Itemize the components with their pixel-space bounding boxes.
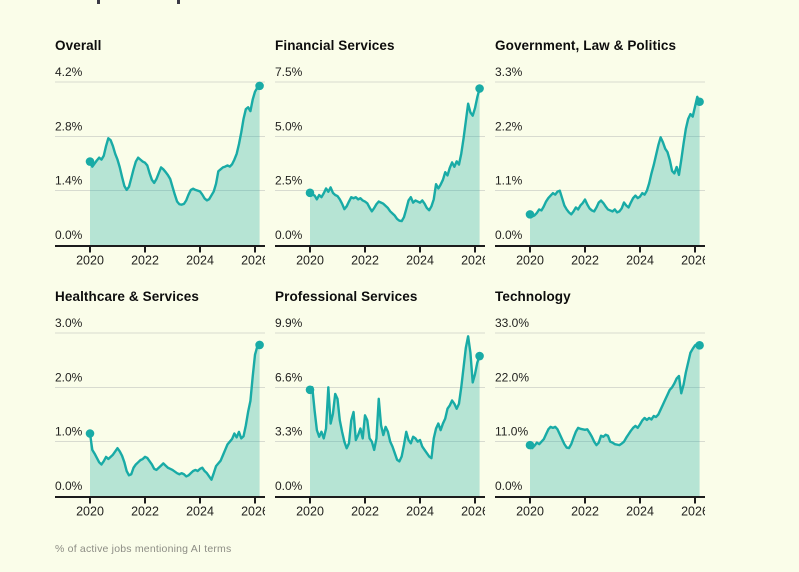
- svg-text:0.0%: 0.0%: [55, 479, 83, 493]
- svg-text:2024: 2024: [626, 505, 654, 519]
- area-chart-technology: 33.0% 22.0% 11.0% 0.0% 2020 2022 2024 2026: [495, 316, 705, 519]
- svg-text:2022: 2022: [131, 254, 159, 268]
- svg-text:2022: 2022: [131, 505, 159, 519]
- chart-panel-healthcare-services: Healthcare & Services 3.0% 2.0% 1.0% 0.0% 20…: [55, 289, 265, 519]
- svg-text:6.6%: 6.6%: [275, 370, 303, 384]
- chart-title-technology: Technology: [495, 289, 571, 304]
- chart-panel-technology: Technology 33.0% 22.0% 11.0% 0.0% 2020 2022 20…: [495, 289, 705, 519]
- svg-text:2026: 2026: [461, 254, 485, 268]
- svg-text:2.8%: 2.8%: [55, 119, 83, 133]
- svg-text:2.5%: 2.5%: [275, 174, 303, 188]
- chart-title-professional-services: Professional Services: [275, 289, 418, 304]
- svg-text:0.0%: 0.0%: [55, 228, 83, 242]
- svg-text:2020: 2020: [296, 254, 324, 268]
- svg-text:9.9%: 9.9%: [275, 316, 303, 330]
- svg-text:2020: 2020: [296, 505, 324, 519]
- svg-text:2026: 2026: [681, 505, 705, 519]
- svg-text:2020: 2020: [516, 254, 544, 268]
- svg-text:2020: 2020: [76, 254, 104, 268]
- chart-panel-government-law-politics: Government, Law & Politics 3.3% 2.2% 1.1% 0…: [495, 38, 705, 268]
- svg-text:2024: 2024: [406, 254, 434, 268]
- area-chart-professional-services: 9.9% 6.6% 3.3% 0.0% 2020 2022 2024 2026: [275, 316, 485, 519]
- svg-text:2022: 2022: [351, 254, 379, 268]
- area-chart-government-law-politics: 3.3% 2.2% 1.1% 0.0% 2020 2022 2024 2026: [495, 65, 705, 268]
- cropped-title-remnant: [177, 0, 180, 4]
- svg-text:7.5%: 7.5%: [275, 65, 303, 79]
- svg-text:11.0%: 11.0%: [495, 425, 528, 439]
- cropped-title-remnant: [97, 0, 100, 4]
- svg-text:3.3%: 3.3%: [275, 425, 303, 439]
- svg-text:2020: 2020: [516, 505, 544, 519]
- svg-text:3.3%: 3.3%: [495, 65, 523, 79]
- svg-text:33.0%: 33.0%: [495, 316, 529, 330]
- svg-text:2026: 2026: [461, 505, 485, 519]
- chart-title-government-law-politics: Government, Law & Politics: [495, 38, 677, 53]
- svg-text:2024: 2024: [186, 254, 214, 268]
- svg-text:2026: 2026: [681, 254, 705, 268]
- area-chart-financial-services: 7.5% 5.0% 2.5% 0.0% 2020 2022 2024 2026: [275, 65, 485, 268]
- svg-text:2022: 2022: [571, 254, 599, 268]
- svg-text:1.0%: 1.0%: [55, 425, 83, 439]
- svg-text:0.0%: 0.0%: [495, 479, 523, 493]
- svg-text:3.0%: 3.0%: [55, 316, 83, 330]
- footer-note: % of active jobs mentioning AI terms: [55, 543, 232, 555]
- svg-text:2026: 2026: [241, 505, 265, 519]
- area-chart-healthcare-services: 3.0% 2.0% 1.0% 0.0% 2020 2022 2024 2026: [55, 316, 265, 519]
- chart-panel-overall: Overall 4.2% 2.8% 1.4% 0.0% 2020 2022 2024 2026: [55, 38, 265, 268]
- svg-text:2022: 2022: [351, 505, 379, 519]
- svg-text:2024: 2024: [626, 254, 654, 268]
- svg-text:2024: 2024: [186, 505, 214, 519]
- svg-text:0.0%: 0.0%: [275, 228, 303, 242]
- svg-text:2024: 2024: [406, 505, 434, 519]
- charts-grid: Overall 4.2% 2.8% 1.4% 0.0% 2020 2022 2024 2026…: [55, 38, 715, 519]
- svg-text:2026: 2026: [241, 254, 265, 268]
- svg-text:2022: 2022: [571, 505, 599, 519]
- svg-text:0.0%: 0.0%: [495, 228, 523, 242]
- chart-panel-financial-services: Financial Services 7.5% 5.0% 2.5% 0.0% 2020 2…: [275, 38, 485, 268]
- svg-text:1.4%: 1.4%: [55, 174, 83, 188]
- area-chart-overall: 4.2% 2.8% 1.4% 0.0% 2020 2022 2024 2026: [55, 65, 265, 268]
- svg-text:2.2%: 2.2%: [495, 119, 523, 133]
- svg-text:22.0%: 22.0%: [495, 370, 529, 384]
- svg-text:4.2%: 4.2%: [55, 65, 83, 79]
- svg-text:1.1%: 1.1%: [495, 174, 523, 188]
- svg-text:2020: 2020: [76, 505, 104, 519]
- chart-panel-professional-services: Professional Services 9.9% 6.6% 3.3% 0.0% 20…: [275, 289, 485, 519]
- svg-text:2.0%: 2.0%: [55, 370, 83, 384]
- chart-title-financial-services: Financial Services: [275, 38, 395, 53]
- chart-title-overall: Overall: [55, 38, 102, 53]
- svg-text:0.0%: 0.0%: [275, 479, 303, 493]
- chart-title-healthcare-services: Healthcare & Services: [55, 289, 199, 304]
- svg-text:5.0%: 5.0%: [275, 119, 303, 133]
